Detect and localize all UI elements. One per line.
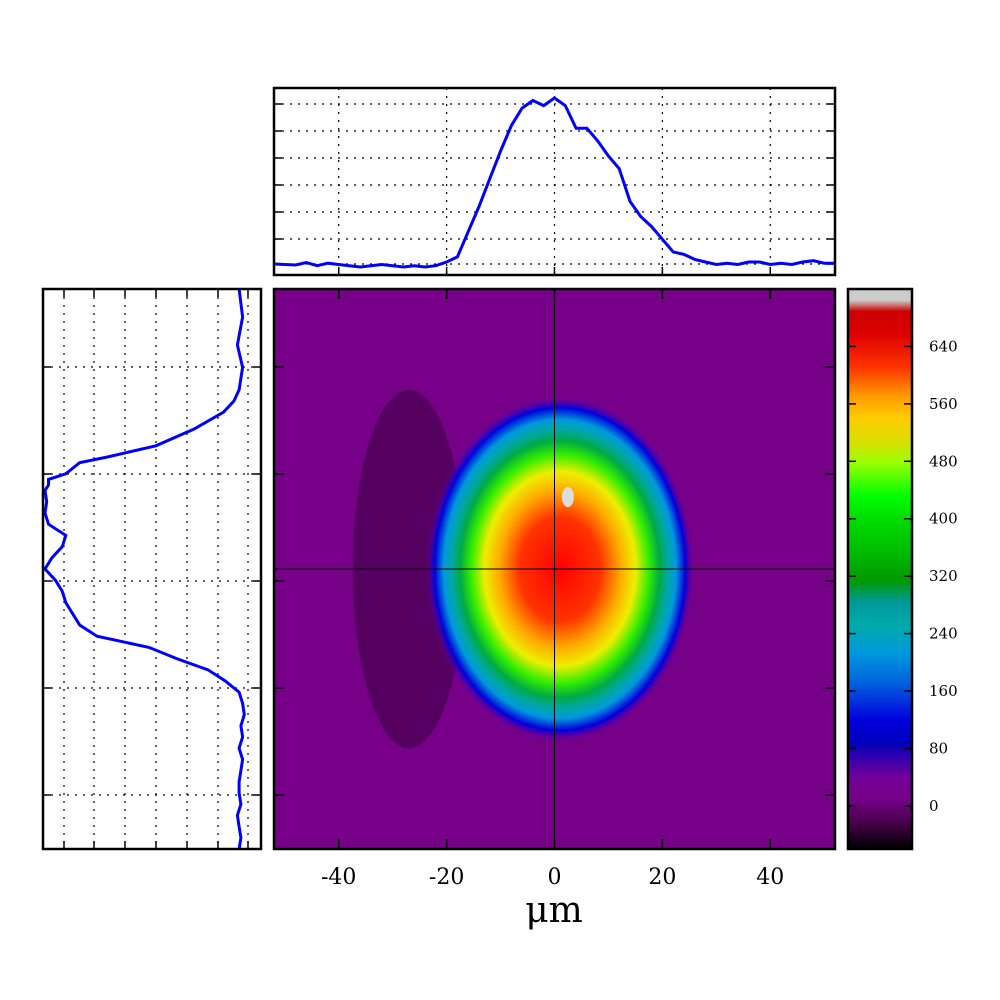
left-profile-grid [43, 289, 261, 849]
horizontal-profile-panel [272, 86, 837, 277]
x-axis-label: μm [525, 890, 583, 931]
colorbar-tick-label: 0 [929, 797, 939, 815]
x-tick-labels: -40 -20 0 20 40 [321, 865, 784, 890]
colorbar-tick-label: 240 [929, 625, 958, 643]
top-profile-frame [272, 86, 837, 277]
colorbar-tick-label: 480 [929, 452, 958, 470]
colorbar-tick-label: 160 [929, 682, 958, 700]
top-profile-grid [274, 88, 835, 275]
left-profile-frame [41, 287, 263, 851]
colorbar-ticks: 0 80 160 240 320 400 480 560 640 [848, 337, 958, 815]
x-tick-label: 0 [548, 865, 562, 890]
colorbar-tick-label: 560 [929, 395, 958, 413]
colorbar-tick-label: 80 [929, 739, 948, 757]
x-tick-label: -40 [321, 865, 356, 890]
top-profile-series-line [273, 96, 835, 269]
left-profile-series-line [43, 288, 246, 850]
beam-peak-spot [561, 487, 574, 507]
x-tick-label: 40 [756, 865, 784, 890]
main-x-ticks [274, 289, 835, 849]
colorbar: 0 80 160 240 320 400 480 560 640 [846, 287, 958, 851]
x-tick-label: 20 [648, 865, 676, 890]
main-frame [272, 287, 837, 851]
vertical-profile-panel [41, 287, 263, 851]
colorbar-frame [846, 287, 914, 851]
colorbar-tick-label: 320 [929, 567, 958, 585]
x-tick-label: -20 [429, 865, 464, 890]
colorbar-tick-label: 400 [929, 510, 958, 528]
colorbar-gradient [848, 289, 912, 849]
colorbar-tick-label: 640 [929, 337, 958, 355]
beam-image-panel [272, 287, 837, 851]
